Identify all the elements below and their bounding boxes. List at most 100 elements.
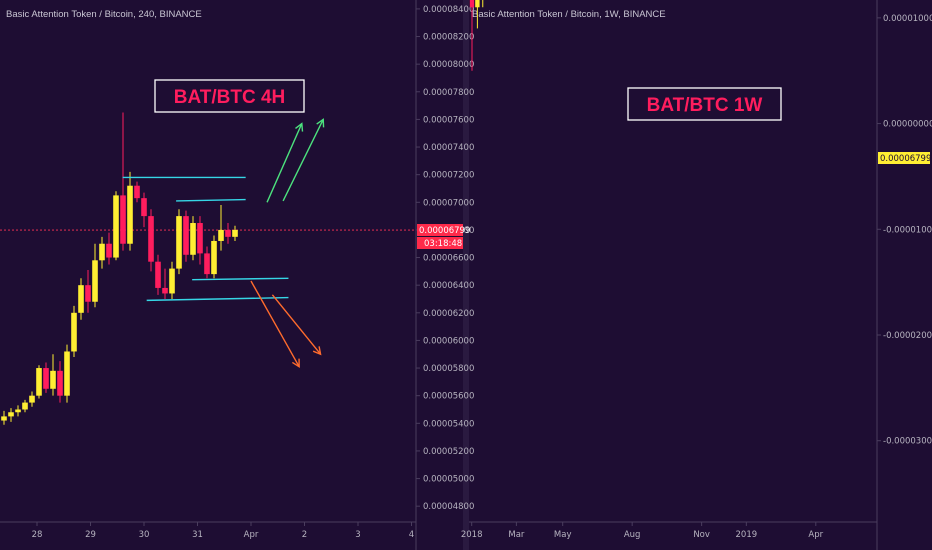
left-countdown-badge <box>417 237 463 249</box>
right-y-tick-label: -0.00003000 <box>883 437 932 447</box>
left-arrow-head <box>295 122 304 132</box>
left-arrow-shaft <box>250 280 300 368</box>
left-y-tick-label: 0.00005000 <box>423 475 474 485</box>
left-candle-body <box>36 368 42 396</box>
left-candle-body <box>120 195 126 244</box>
right-y-tick-label: 0.00000000 <box>883 120 932 130</box>
left-candle-body <box>113 195 119 258</box>
left-y-tick-label: 0.00005400 <box>423 419 474 429</box>
left-candle-body <box>155 261 161 288</box>
left-countdown-value: 03:18:48 <box>424 239 462 249</box>
left-y-tick-label: 0.00006000 <box>423 336 474 346</box>
left-price-axis[interactable]: 0.00008400 0.00008200 0.00008000 0.00007800… <box>416 5 474 512</box>
left-y-tick-label: 0.00007000 <box>423 198 474 208</box>
left-y-tick-label: 0.00004800 <box>423 502 474 512</box>
left-annotation-box <box>154 79 305 113</box>
right-x-tick-label: Apr <box>808 530 823 540</box>
left-candle-body <box>43 368 49 389</box>
right-x-tick-label: May <box>554 530 572 540</box>
left-candle-body <box>148 216 154 262</box>
left-chart-pane[interactable]: Basic Attention Token / Bitcoin, 240, BI… <box>0 5 474 540</box>
right-x-tick-label: Mar <box>508 530 525 540</box>
left-y-tick-label: 0.00007600 <box>423 115 474 125</box>
left-arrow-head <box>291 358 300 368</box>
right-annotation-label: BAT/BTC 1W <box>647 95 763 116</box>
left-y-tick-label: 0.00007400 <box>423 143 474 153</box>
right-candles <box>469 0 484 71</box>
right-y-tick-label: -0.00002000 <box>883 331 932 341</box>
left-x-tick-label: 3 <box>355 530 360 540</box>
right-price-badge <box>878 152 930 164</box>
left-time-axis[interactable]: 28 29 30 31 Apr 2 3 4 <box>32 522 415 540</box>
left-trendlines <box>122 176 289 302</box>
right-chart-pane[interactable]: Basic Attention Token / Bitcoin, 1W, BIN… <box>461 0 932 540</box>
left-y-tick-label: 0.00008200 <box>423 33 474 43</box>
left-candle-body <box>50 370 56 389</box>
left-y-tick-label: 0.00006600 <box>423 254 474 264</box>
left-price-badge-value: 0.00006799 <box>419 226 470 236</box>
left-arrows <box>250 118 325 368</box>
left-x-tick-label: 2 <box>302 530 307 540</box>
right-x-tick-label: 2019 <box>736 530 758 540</box>
left-candle-body <box>8 412 14 417</box>
left-price-badge <box>417 224 463 236</box>
right-annotation-box <box>627 87 782 121</box>
right-price-axis[interactable]: 0.000110000.000100000.000090000.00008000… <box>877 0 932 447</box>
left-y-tick-label: 0.00005200 <box>423 447 474 457</box>
left-candle-body <box>204 253 210 275</box>
left-candle-body <box>15 409 21 413</box>
right-candle-body <box>469 0 475 8</box>
left-arrow-shaft <box>266 123 303 203</box>
left-y-tick-label: 0.00007200 <box>423 171 474 181</box>
left-candle-body <box>1 416 7 421</box>
left-x-tick-label: 4 <box>409 530 414 540</box>
left-y-tick-label: 0.00006200 <box>423 309 474 319</box>
left-annotation-label: BAT/BTC 4H <box>174 87 286 108</box>
left-x-tick-label: 31 <box>192 530 203 540</box>
left-x-tick-label: Apr <box>244 530 259 540</box>
left-candle-body <box>162 287 168 294</box>
right-x-tick-label: Aug <box>624 530 641 540</box>
right-price-badge-value: 0.00006799 <box>880 154 931 164</box>
right-y-tick-label: 0.00001000 <box>883 14 932 24</box>
left-candle-body <box>190 223 196 255</box>
right-chart-title: Basic Attention Token / Bitcoin, 1W, BIN… <box>472 9 666 20</box>
right-time-axis[interactable]: 2018 Mar May Aug Nov 2019 Apr <box>461 522 824 540</box>
left-trendline <box>146 296 289 302</box>
left-candle-body <box>29 395 35 403</box>
left-candle-body <box>211 240 217 275</box>
left-trendline <box>192 277 289 281</box>
right-y-tick-label: -0.00001000 <box>883 225 932 235</box>
pane-splitter[interactable] <box>463 0 469 550</box>
right-x-tick-label: 2018 <box>461 530 483 540</box>
right-x-tick-label: Nov <box>693 530 710 540</box>
left-x-tick-label: 29 <box>85 530 96 540</box>
left-candle-body <box>99 243 105 261</box>
left-candles <box>1 112 238 425</box>
left-x-tick-label: 28 <box>32 530 43 540</box>
left-candle-body <box>78 285 84 313</box>
left-candle-body <box>218 229 224 241</box>
left-arrow-shaft <box>282 119 324 202</box>
left-candle-body <box>85 285 91 302</box>
left-candle-body <box>22 402 28 410</box>
left-y-tick-label: 0.00006400 <box>423 281 474 291</box>
left-candle-body <box>225 229 231 237</box>
right-candle-body <box>475 0 480 8</box>
left-candle-body <box>57 370 63 396</box>
left-candle-body <box>169 268 175 294</box>
left-candle-body <box>197 223 203 254</box>
left-candle-body <box>232 229 238 237</box>
left-x-tick-label: 30 <box>139 530 150 540</box>
left-chart-title: Basic Attention Token / Bitcoin, 240, BI… <box>6 9 202 20</box>
left-candle-body <box>141 198 147 217</box>
left-candle-body <box>134 185 140 199</box>
left-y-tick-label: 0.00007800 <box>423 88 474 98</box>
left-candle-body <box>127 185 133 244</box>
left-y-tick-label: 0.00008000 <box>423 60 474 70</box>
left-arrow-shaft <box>271 294 322 355</box>
left-trendline <box>176 198 246 202</box>
left-candle-body <box>64 351 70 396</box>
